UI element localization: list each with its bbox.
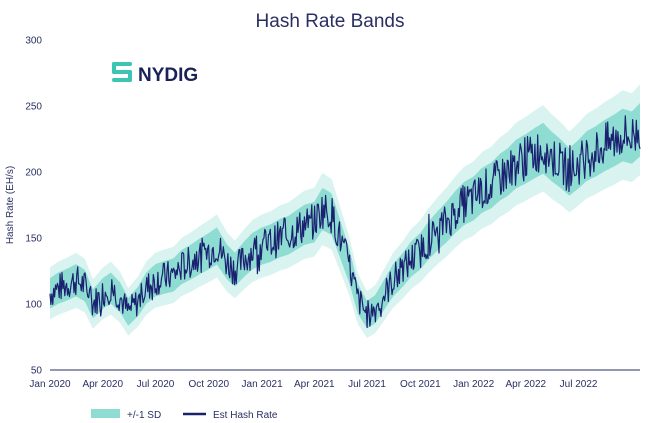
est-hash-rate-line (49, 115, 641, 329)
legend: +/-1 SD Est Hash Rate (91, 409, 278, 421)
x-axis-ticks: Jan 2020 Apr 2020 Jul 2020 Oct 2020 Jan 2021… (29, 379, 597, 390)
x-tick-label: Jul 2020 (137, 379, 175, 390)
x-tick-label: Apr 2022 (506, 379, 547, 390)
nydig-logo-text: NYDIG (138, 65, 198, 86)
x-tick-label: Jan 2020 (29, 379, 71, 390)
x-tick-label: Apr 2020 (82, 379, 123, 390)
y-tick-label: 100 (25, 300, 42, 311)
x-tick-label: Apr 2021 (294, 379, 335, 390)
y-axis-ticks: 300 250 200 150 100 50 (25, 36, 42, 377)
legend-band-swatch (91, 409, 120, 418)
y-tick-label: 150 (25, 234, 42, 245)
x-tick-label: Jul 2022 (560, 379, 598, 390)
y-axis-label: Hash Rate (EH/s) (5, 166, 16, 244)
x-tick-label: Jan 2022 (453, 379, 495, 390)
y-tick-label: 300 (25, 36, 42, 47)
x-tick-label: Oct 2021 (400, 379, 441, 390)
y-tick-label: 250 (25, 102, 42, 113)
nydig-logo-icon (112, 62, 132, 82)
nydig-logo: NYDIG (112, 62, 198, 86)
chart-title: Hash Rate Bands (256, 11, 405, 32)
y-tick-label: 50 (31, 366, 43, 377)
legend-band-label: +/-1 SD (127, 410, 161, 421)
legend-line-label: Est Hash Rate (213, 410, 278, 421)
sd-band-inner (50, 103, 640, 329)
x-tick-label: Jul 2021 (348, 379, 386, 390)
x-tick-label: Jan 2021 (242, 379, 284, 390)
plot-area (49, 84, 641, 338)
x-tick-label: Oct 2020 (189, 379, 230, 390)
y-tick-label: 200 (25, 168, 42, 179)
